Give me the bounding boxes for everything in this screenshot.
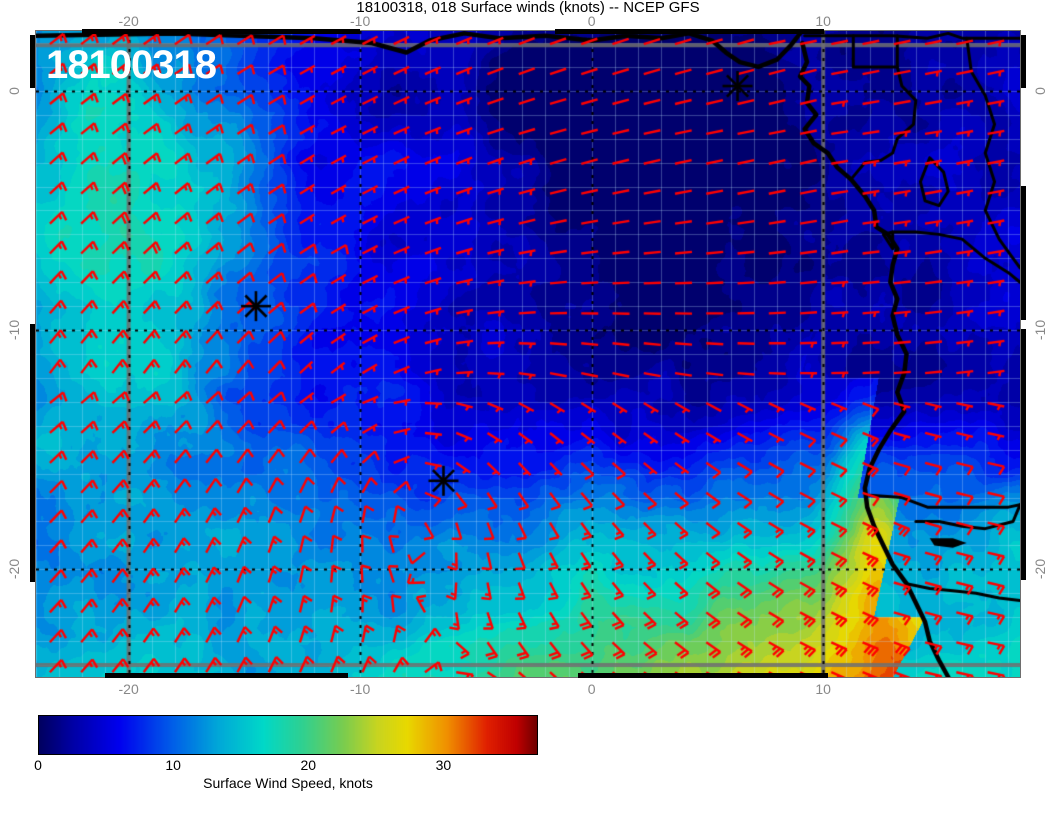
figure-title: 18100318, 018 Surface winds (knots) -- N… [356, 0, 700, 16]
y-axis-tick-right-0: 0 [1032, 86, 1048, 95]
y-axis-tick-right-1: -10 [1032, 319, 1048, 341]
colorbar [38, 715, 538, 755]
colorbar-tick-2: 20 [300, 757, 317, 773]
colorbar-gradient [39, 716, 537, 754]
colorbar-tick-0: 0 [34, 757, 42, 773]
y-axis-tick-right-2: -20 [1032, 559, 1048, 580]
x-axis-tick-bottom-0: -20 [118, 681, 139, 697]
axis-seg-top-2 [555, 29, 824, 34]
map-panel[interactable]: 18100318 [35, 30, 1021, 678]
x-axis-tick-bottom-2: 0 [587, 681, 596, 697]
x-axis-tick-top-1: -10 [350, 13, 371, 29]
y-axis-tick-left-1: -10 [6, 319, 22, 341]
x-axis-tick-bottom-3: 10 [815, 681, 831, 697]
x-axis-tick-top-2: 0 [587, 13, 596, 29]
x-axis-tick-top-3: 10 [815, 13, 831, 29]
axis-seg-right-2 [1021, 186, 1026, 320]
colorbar-tick-1: 10 [165, 757, 181, 773]
wind-field-map[interactable] [36, 31, 1020, 677]
axis-seg-left-2 [30, 324, 35, 582]
axis-seg-right-3 [1021, 329, 1026, 580]
timestamp-overlay: 18100318 [46, 43, 217, 87]
axis-seg-bot-1 [105, 673, 348, 678]
colorbar-label: Surface Wind Speed, knots [203, 775, 373, 791]
axis-seg-top-1 [82, 29, 360, 34]
x-axis-tick-top-0: -20 [118, 13, 139, 29]
y-axis-tick-left-0: 0 [6, 86, 22, 95]
x-axis-tick-bottom-1: -10 [350, 681, 371, 697]
axis-seg-bot-2 [578, 673, 828, 678]
axis-seg-right-1 [1021, 35, 1026, 88]
colorbar-tick-3: 30 [435, 757, 452, 773]
axis-seg-left-1 [30, 35, 35, 88]
y-axis-tick-left-2: -20 [6, 559, 22, 580]
